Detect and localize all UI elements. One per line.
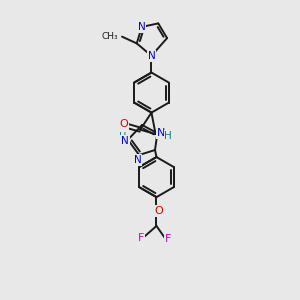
- Text: F: F: [138, 233, 144, 243]
- Text: H: H: [164, 130, 172, 141]
- Text: O: O: [119, 119, 128, 129]
- Text: F: F: [164, 234, 171, 244]
- Text: H: H: [119, 132, 126, 142]
- Text: O: O: [154, 206, 163, 216]
- Text: CH₃: CH₃: [102, 32, 119, 40]
- Text: N: N: [138, 22, 146, 32]
- Text: N: N: [148, 51, 155, 61]
- Text: N: N: [157, 128, 165, 138]
- Text: N: N: [121, 136, 129, 146]
- Text: N: N: [134, 155, 142, 165]
